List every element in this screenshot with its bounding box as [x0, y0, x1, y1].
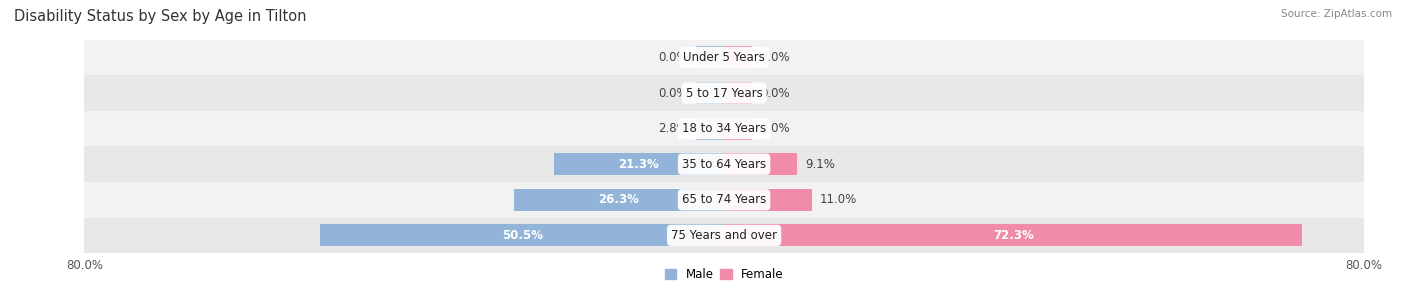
Text: 35 to 64 Years: 35 to 64 Years — [682, 158, 766, 171]
Bar — [554, 153, 724, 175]
Text: 21.3%: 21.3% — [619, 158, 659, 171]
Text: 0.0%: 0.0% — [761, 87, 790, 99]
Bar — [696, 82, 724, 104]
Bar — [724, 46, 752, 69]
Bar — [724, 224, 1302, 246]
Text: 5 to 17 Years: 5 to 17 Years — [686, 87, 762, 99]
Text: Disability Status by Sex by Age in Tilton: Disability Status by Sex by Age in Tilto… — [14, 9, 307, 24]
Text: 2.8%: 2.8% — [658, 122, 688, 135]
Bar — [696, 117, 724, 140]
Bar — [696, 46, 724, 69]
Text: 0.0%: 0.0% — [761, 122, 790, 135]
Text: 50.5%: 50.5% — [502, 229, 543, 242]
Text: 11.0%: 11.0% — [820, 193, 858, 206]
Bar — [84, 217, 1364, 253]
Bar — [724, 117, 752, 140]
Bar — [84, 111, 1364, 146]
Bar — [724, 153, 797, 175]
Bar — [84, 182, 1364, 217]
Text: 9.1%: 9.1% — [804, 158, 835, 171]
Bar — [321, 224, 724, 246]
Bar — [84, 75, 1364, 111]
Bar — [84, 40, 1364, 75]
Text: Under 5 Years: Under 5 Years — [683, 51, 765, 64]
Text: Source: ZipAtlas.com: Source: ZipAtlas.com — [1281, 9, 1392, 19]
Bar — [724, 189, 813, 211]
Bar — [84, 146, 1364, 182]
Text: 0.0%: 0.0% — [658, 51, 688, 64]
Text: 0.0%: 0.0% — [658, 87, 688, 99]
Text: 18 to 34 Years: 18 to 34 Years — [682, 122, 766, 135]
Text: 26.3%: 26.3% — [599, 193, 640, 206]
Text: 0.0%: 0.0% — [761, 51, 790, 64]
Text: 65 to 74 Years: 65 to 74 Years — [682, 193, 766, 206]
Legend: Male, Female: Male, Female — [659, 263, 789, 286]
Text: 72.3%: 72.3% — [993, 229, 1033, 242]
Bar — [513, 189, 724, 211]
Bar — [724, 82, 752, 104]
Text: 75 Years and over: 75 Years and over — [671, 229, 778, 242]
